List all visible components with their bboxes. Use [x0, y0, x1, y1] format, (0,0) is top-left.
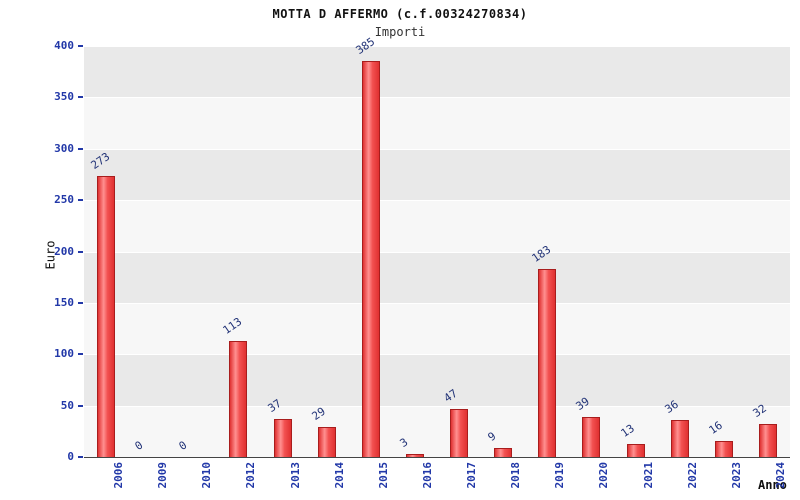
bar — [715, 441, 733, 457]
x-tick-label: 2012 — [244, 462, 258, 489]
y-tick-mark — [78, 96, 83, 99]
chart-title: MOTTA D AFFERMO (c.f.00324270834) — [272, 7, 528, 21]
y-tick-mark — [78, 301, 83, 304]
x-tick-label: 2022 — [685, 462, 699, 489]
x-tick-label: 2016 — [420, 462, 434, 489]
background-band — [84, 97, 790, 149]
y-tick-mark — [78, 404, 83, 407]
y-tick-label: 200 — [54, 244, 74, 258]
y-tick-label: 100 — [54, 347, 74, 361]
y-tick-mark — [78, 147, 83, 150]
x-tick-label: 2020 — [597, 462, 611, 489]
x-tick-label: 2021 — [641, 462, 655, 489]
bar — [494, 448, 512, 457]
background-band — [84, 200, 790, 252]
gridline — [84, 97, 790, 98]
bar — [229, 341, 247, 457]
y-tick-mark — [78, 456, 83, 458]
x-tick-label: 2017 — [465, 462, 479, 489]
bar — [362, 61, 380, 457]
background-band — [84, 354, 790, 406]
x-tick-label: 2009 — [156, 462, 170, 489]
bar — [450, 409, 468, 457]
gridline — [84, 303, 790, 304]
x-axis-label: Anno — [758, 478, 787, 492]
gridline — [84, 46, 790, 47]
x-tick-label: 2018 — [509, 462, 523, 489]
gridline — [84, 252, 790, 253]
x-tick-label: 2015 — [376, 462, 390, 489]
background-band — [84, 251, 790, 303]
y-tick-mark — [78, 45, 83, 47]
y-tick-mark — [78, 250, 83, 253]
gridline — [84, 354, 790, 355]
bar — [627, 444, 645, 457]
plot-area: 273 0 0 113 37 29 385 3 47 9 183 39 13 36 16 32 — [84, 35, 790, 458]
chart-subtitle: Importi — [374, 25, 426, 39]
y-tick-label: 250 — [54, 193, 74, 207]
background-band — [84, 46, 790, 98]
x-tick-label: 2010 — [200, 462, 214, 489]
bar — [274, 419, 292, 457]
bar — [318, 427, 336, 457]
x-tick-label: 2013 — [288, 462, 302, 489]
y-tick-label: 400 — [54, 39, 74, 52]
gridline — [84, 406, 790, 407]
x-tick-label: 2023 — [729, 462, 743, 489]
bar — [582, 417, 600, 457]
y-tick-label: 0 — [67, 450, 74, 463]
x-tick-label: 2014 — [332, 462, 346, 489]
y-tick-label: 150 — [54, 295, 74, 309]
gridline — [84, 200, 790, 201]
background-band — [84, 302, 790, 355]
bar — [759, 424, 777, 457]
y-tick-mark — [78, 353, 83, 356]
y-tick-label: 300 — [54, 141, 74, 155]
bar — [97, 176, 115, 457]
gridline — [84, 149, 790, 150]
bar — [406, 454, 424, 457]
x-tick-label: 2019 — [553, 462, 567, 489]
x-tick-label: 2024 — [773, 462, 787, 489]
bar — [671, 420, 689, 457]
y-tick-label: 350 — [54, 90, 74, 104]
bar — [538, 269, 556, 457]
background-band — [84, 148, 790, 201]
y-tick-label: 50 — [60, 398, 74, 412]
y-tick-mark — [78, 199, 83, 202]
x-tick-label: 2006 — [112, 462, 126, 489]
